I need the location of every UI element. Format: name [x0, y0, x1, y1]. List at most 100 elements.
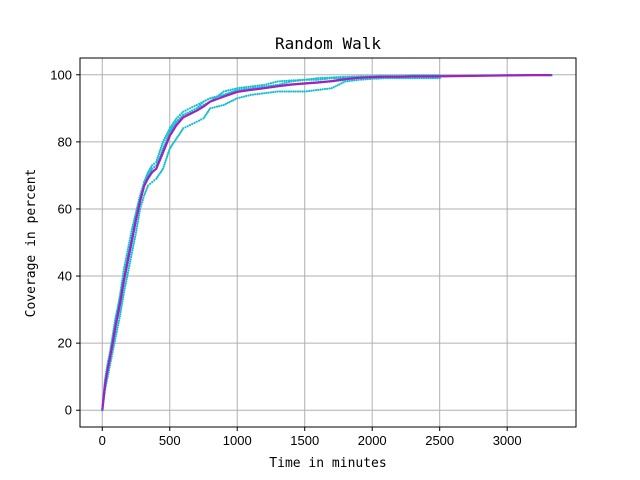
data-point — [296, 79, 300, 82]
x-tick-label: 500 — [159, 433, 181, 448]
data-point — [122, 291, 125, 294]
data-point — [326, 76, 329, 79]
data-point — [173, 124, 176, 127]
data-point — [436, 77, 439, 80]
data-point — [177, 134, 180, 137]
data-point — [188, 124, 192, 127]
data-point — [168, 149, 171, 152]
data-point — [222, 103, 225, 107]
data-point — [195, 120, 198, 123]
data-point — [238, 96, 241, 99]
data-point — [340, 82, 343, 85]
data-point — [153, 165, 156, 169]
data-point — [427, 77, 430, 80]
data-point — [128, 262, 131, 265]
data-point — [233, 87, 237, 90]
data-point — [274, 80, 277, 84]
data-point — [181, 129, 184, 132]
data-point — [348, 75, 351, 78]
data-point — [134, 233, 137, 236]
data-point — [175, 120, 178, 123]
data-point — [166, 155, 169, 158]
run-series — [101, 77, 441, 412]
data-point — [260, 84, 264, 87]
data-point — [166, 131, 169, 134]
data-point — [245, 87, 248, 90]
data-point — [292, 79, 295, 82]
data-point — [228, 101, 231, 104]
data-point — [173, 140, 176, 143]
data-point — [120, 306, 123, 309]
data-point — [229, 88, 232, 91]
data-point — [290, 79, 293, 82]
data-point — [160, 169, 163, 172]
data-point — [191, 122, 194, 126]
data-point — [258, 92, 261, 95]
data-point — [438, 77, 441, 80]
data-point — [169, 145, 172, 148]
data-point — [112, 344, 116, 347]
data-point — [133, 240, 136, 243]
data-point — [321, 88, 324, 91]
data-point — [232, 99, 235, 102]
data-point — [149, 182, 152, 185]
data-point — [328, 87, 331, 90]
data-point — [238, 86, 241, 89]
data-point — [195, 107, 198, 110]
axis-ticks: 0 500 1000 1500 2000 2500 3000 0 20 40 60 80 100 — [50, 67, 521, 448]
data-point — [332, 76, 336, 79]
data-point — [136, 220, 139, 223]
data-point — [303, 78, 306, 81]
data-point — [344, 80, 347, 83]
data-point — [335, 76, 338, 79]
data-point — [120, 302, 124, 305]
data-point — [353, 79, 356, 82]
data-point — [294, 79, 297, 82]
data-point — [123, 287, 126, 290]
data-point — [125, 276, 129, 279]
data-point — [285, 90, 288, 93]
data-point — [344, 75, 347, 78]
data-point — [278, 80, 282, 83]
data-point — [336, 84, 339, 87]
data-point — [317, 88, 320, 91]
data-point — [134, 235, 137, 238]
data-point — [157, 152, 161, 155]
data-point — [292, 90, 295, 93]
data-point — [137, 216, 140, 219]
data-point — [346, 75, 349, 78]
data-point — [251, 85, 255, 88]
data-point — [431, 77, 434, 80]
y-tick-label: 80 — [58, 134, 72, 149]
data-point — [155, 158, 158, 162]
data-point — [153, 162, 156, 165]
data-point — [326, 87, 329, 90]
data-point — [310, 77, 313, 81]
data-point — [119, 308, 122, 311]
data-point — [186, 111, 189, 114]
data-point — [267, 91, 270, 94]
data-point — [170, 124, 174, 127]
data-point — [240, 86, 243, 89]
data-point — [135, 227, 138, 230]
y-tick-label: 0 — [65, 403, 72, 418]
data-point — [348, 79, 351, 82]
data-point — [150, 169, 153, 172]
data-point — [124, 282, 127, 285]
data-point — [163, 136, 166, 140]
data-point — [323, 87, 327, 91]
data-point — [168, 147, 171, 150]
data-point — [215, 95, 219, 98]
data-point — [296, 90, 300, 93]
data-point — [249, 93, 252, 96]
data-point — [115, 330, 118, 334]
data-point — [164, 159, 167, 162]
data-point — [147, 171, 150, 174]
data-point — [203, 115, 206, 118]
data-point — [294, 90, 297, 93]
data-point — [148, 169, 151, 172]
data-point — [132, 242, 135, 245]
data-point — [238, 88, 241, 91]
data-point — [175, 117, 178, 120]
data-point — [126, 271, 129, 274]
